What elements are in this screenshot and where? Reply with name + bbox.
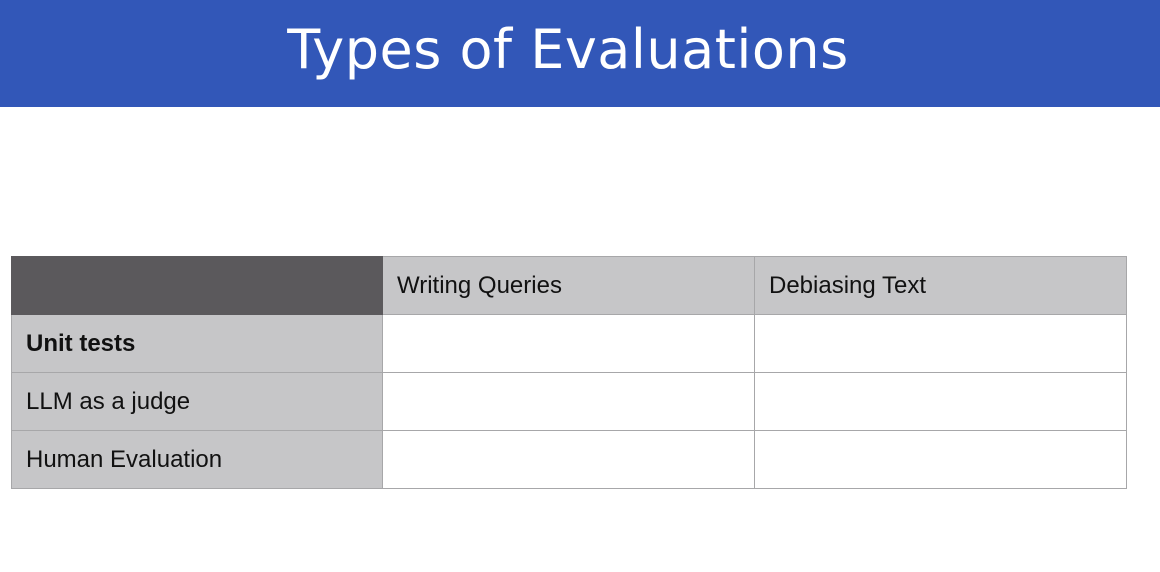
- table-cell: [382, 372, 755, 431]
- row-header-human-evaluation: Human Evaluation: [11, 430, 383, 489]
- evaluation-table: Writing Queries Debiasing Text Unit test…: [11, 256, 1127, 489]
- table-cell: [754, 372, 1127, 431]
- table-cell: [754, 314, 1127, 373]
- slide-title: Types of Evaluations: [287, 18, 849, 81]
- title-bar: Types of Evaluations: [0, 0, 1160, 107]
- table-cell: [382, 430, 755, 489]
- table-cell: [754, 430, 1127, 489]
- column-header-debiasing-text: Debiasing Text: [754, 256, 1127, 315]
- row-header-llm-as-a-judge: LLM as a judge: [11, 372, 383, 431]
- table-row: LLM as a judge: [11, 372, 1127, 431]
- table-cell: [382, 314, 755, 373]
- column-header-writing-queries: Writing Queries: [382, 256, 755, 315]
- table-header-row: Writing Queries Debiasing Text: [11, 256, 1127, 315]
- row-header-unit-tests: Unit tests: [11, 314, 383, 373]
- table-corner-cell: [11, 256, 383, 315]
- table-row: Human Evaluation: [11, 430, 1127, 489]
- table-row: Unit tests: [11, 314, 1127, 373]
